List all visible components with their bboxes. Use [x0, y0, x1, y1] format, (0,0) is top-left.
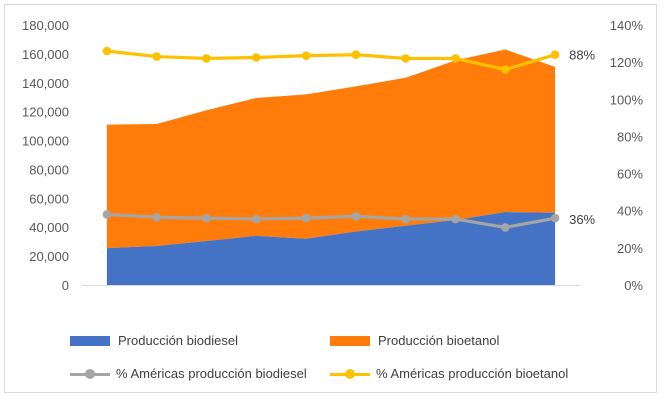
right-tick-label: 0% — [624, 278, 643, 293]
marker-pct-biodiesel-2020 — [550, 213, 560, 223]
marker-pct-bioetanol-2016 — [351, 50, 361, 60]
right-tick-label: 60% — [617, 167, 643, 182]
legend-label-pct-biodiesel: % Américas producción biodiesel — [116, 366, 307, 381]
marker-pct-bioetanol-2012 — [152, 52, 161, 61]
x-tick-label: 2012 — [142, 298, 171, 300]
x-tick-label: 2014 — [242, 298, 271, 300]
legend-label-biodiesel: Producción biodiesel — [118, 333, 238, 348]
left-tick-label: 80,000 — [29, 162, 69, 177]
marker-pct-bioetanol-2015 — [301, 51, 311, 60]
marker-pct-bioetanol-2017 — [401, 54, 411, 63]
legend-item-bioetanol: Producción bioetanol — [330, 333, 499, 348]
line-pct-bioetanol — [106, 49, 556, 72]
left-tick-label: 0 — [62, 278, 69, 293]
chart-plot: 0 20,000 40,000 60,000 80,000 100,000 120,000 1… — [22, 18, 644, 300]
right-tick-label: 20% — [617, 241, 643, 256]
left-tick-label: 60,000 — [29, 191, 69, 206]
annotation-bioetanol-2020: 88% — [569, 48, 595, 63]
marker-pct-biodiesel-2014 — [251, 214, 261, 224]
marker-pct-biodiesel-2013 — [202, 213, 211, 223]
legend-swatch-bioetanol — [330, 335, 370, 346]
left-tick-label: 120,000 — [22, 105, 69, 120]
x-tick-label: 2011 — [93, 298, 121, 300]
x-tick-label: 2013 — [192, 298, 221, 300]
x-tick-label: 2020 — [541, 298, 570, 300]
left-tick-label: 100,000 — [22, 134, 69, 149]
x-tick-label: 2016 — [341, 298, 370, 300]
line-layer — [102, 46, 560, 232]
left-tick-label: 140,000 — [22, 76, 69, 91]
marker-pct-bioetanol-2011 — [102, 46, 112, 56]
marker-pct-biodiesel-2017 — [401, 214, 411, 224]
marker-pct-biodiesel-2011 — [102, 210, 112, 219]
line-pct-biodiesel — [106, 212, 556, 230]
marker-pct-biodiesel-2019 — [501, 223, 510, 232]
cropped-caption-strip — [0, 396, 664, 403]
legend-swatch-pct-bioetanol — [330, 368, 370, 380]
right-tick-label: 40% — [617, 204, 643, 219]
area-layer — [106, 49, 556, 285]
marker-pct-biodiesel-2012 — [152, 212, 161, 222]
legend-label-bioetanol: Producción bioetanol — [378, 333, 500, 348]
marker-pct-bioetanol-2018 — [451, 54, 460, 63]
marker-pct-bioetanol-2019 — [501, 65, 510, 74]
legend-item-pct-biodiesel: % Américas producción biodiesel — [70, 366, 307, 381]
legend-item-pct-bioetanol: % Américas producción bioetanol — [330, 366, 568, 381]
marker-pct-bioetanol-2013 — [202, 54, 211, 63]
marker-pct-biodiesel-2018 — [451, 214, 460, 224]
x-axis-ticks: 2011 2012 2013 2014 2015 2016 2017 2018 2019 2020 — [93, 298, 570, 300]
x-tick-label: 2019 — [491, 298, 520, 300]
legend-item-biodiesel: Producción biodiesel — [70, 333, 238, 348]
legend-label-pct-bioetanol: % Américas producción bioetanol — [376, 366, 569, 381]
marker-pct-biodiesel-2016 — [351, 211, 361, 221]
left-tick-label: 20,000 — [29, 249, 69, 264]
left-tick-label: 180,000 — [22, 18, 69, 33]
left-tick-label: 160,000 — [22, 47, 69, 62]
x-tick-label: 2015 — [292, 298, 321, 300]
marker-pct-bioetanol-2020 — [550, 50, 560, 60]
right-tick-label: 140% — [610, 18, 644, 33]
left-axis-ticks: 0 20,000 40,000 60,000 80,000 100,000 120,000 1… — [22, 18, 69, 293]
legend-swatch-biodiesel — [70, 335, 110, 346]
right-tick-label: 120% — [610, 55, 644, 70]
area-bioetanol — [106, 49, 556, 249]
right-tick-label: 80% — [617, 129, 643, 144]
legend-swatch-pct-biodiesel — [70, 368, 110, 380]
marker-pct-biodiesel-2015 — [301, 213, 311, 223]
right-axis-ticks: 0% 20% 40% 60% 80% 100% 120% 140% — [610, 18, 644, 293]
left-tick-label: 40,000 — [29, 220, 69, 235]
right-tick-label: 100% — [610, 92, 644, 107]
annotation-biodiesel-2020: 36% — [569, 212, 595, 227]
marker-pct-bioetanol-2014 — [251, 53, 261, 62]
x-tick-label: 2018 — [441, 298, 470, 300]
area-biodiesel — [106, 212, 556, 285]
x-tick-label: 2017 — [391, 298, 420, 300]
